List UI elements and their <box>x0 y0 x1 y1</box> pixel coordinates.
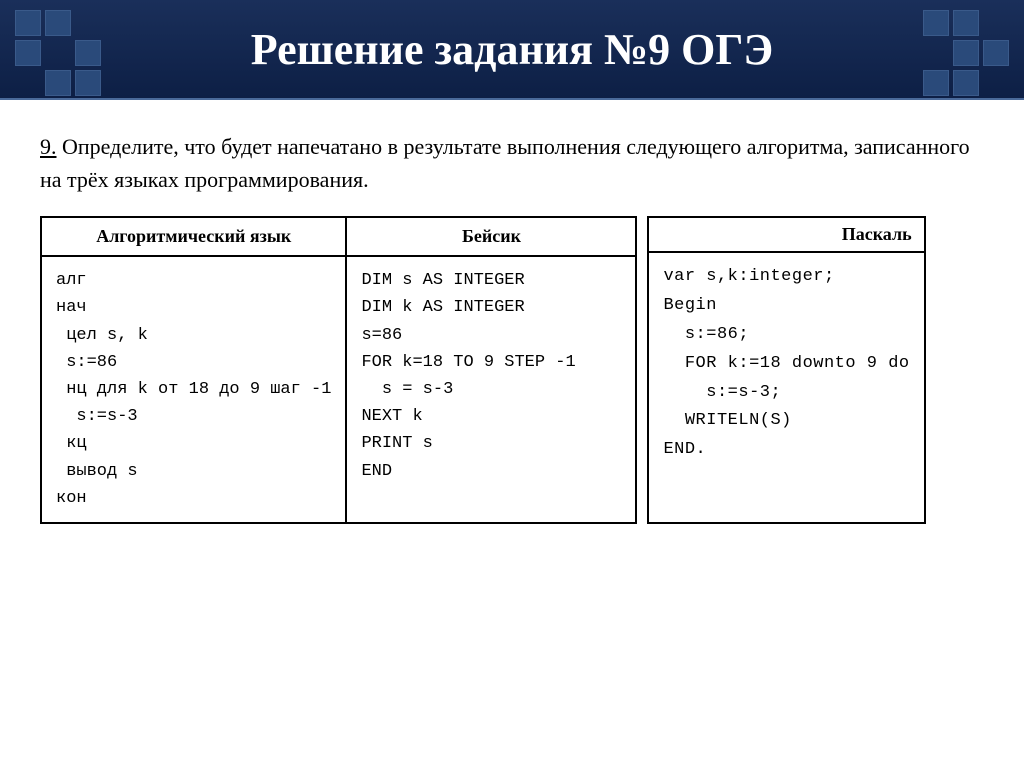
col-header-alg: Алгоритмический язык <box>41 217 346 256</box>
cell-alg-code: алг нач цел s, k s:=86 нц для k от 18 до… <box>41 256 346 523</box>
question-number: 9. <box>40 134 57 159</box>
pascal-header: Паскаль <box>649 218 923 253</box>
alg-code: алг нач цел s, k s:=86 нц для k от 18 до… <box>56 267 331 512</box>
slide-title: Решение задания №9 ОГЭ <box>251 24 773 75</box>
question-text: 9. Определите, что будет напечатано в ре… <box>40 130 984 196</box>
cell-basic-code: DIM s AS INTEGER DIM k AS INTEGER s=86 F… <box>346 256 636 523</box>
deco-squares-right <box>923 10 1009 96</box>
col-header-basic: Бейсик <box>346 217 636 256</box>
slide-content: 9. Определите, что будет напечатано в ре… <box>0 100 1024 544</box>
pascal-box: Паскаль var s,k:integer; Begin s:=86; FO… <box>647 216 925 524</box>
code-table-main: Алгоритмический язык Бейсик алг нач цел … <box>40 216 637 524</box>
basic-code: DIM s AS INTEGER DIM k AS INTEGER s=86 F… <box>361 267 621 485</box>
question-body: Определите, что будет напечатано в резул… <box>40 134 970 192</box>
deco-squares-left <box>15 10 101 96</box>
code-tables-row: Алгоритмический язык Бейсик алг нач цел … <box>40 216 984 524</box>
pascal-code: var s,k:integer; Begin s:=86; FOR k:=18 … <box>649 253 923 475</box>
slide-header: Решение задания №9 ОГЭ <box>0 0 1024 100</box>
